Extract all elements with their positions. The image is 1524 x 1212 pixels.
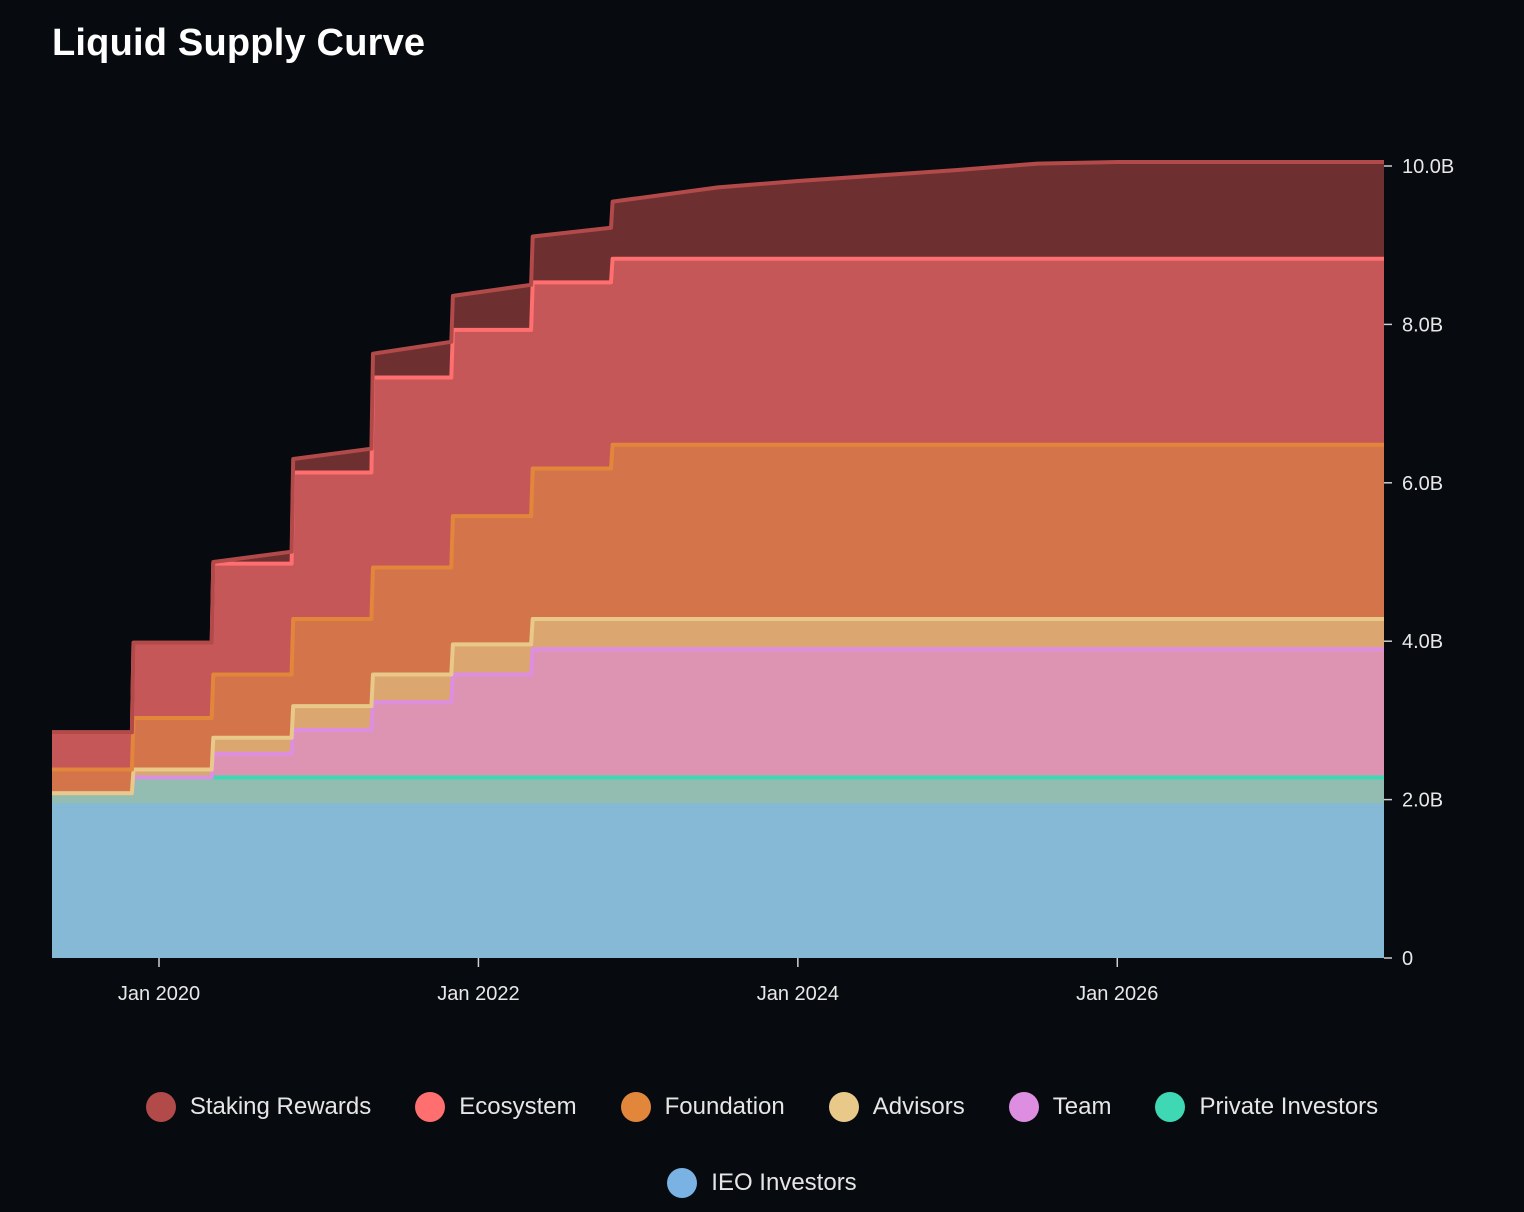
legend-label: IEO Investors — [711, 1169, 857, 1196]
y-tick-label: 6.0B — [1402, 473, 1443, 495]
series-areas — [52, 162, 1384, 958]
x-axis: Jan 2020 Jan 2022 Jan 2024 Jan 2026 — [118, 958, 1158, 1005]
x-tick-label: Jan 2022 — [437, 983, 519, 1005]
line-advisors — [52, 617, 1384, 796]
area-ecosystem — [52, 258, 1384, 770]
x-tick-label: Jan 2020 — [118, 983, 200, 1005]
y-tick-label: 8.0B — [1402, 314, 1443, 336]
legend-swatch-icon — [1008, 1092, 1039, 1122]
legend-item-private-investors[interactable]: Private Investors — [1155, 1084, 1378, 1130]
area-foundation — [52, 444, 1384, 794]
legend-swatch-icon — [1155, 1092, 1186, 1122]
y-tick-label: 10.0B — [1402, 156, 1454, 178]
legend-label: Staking Rewards — [189, 1093, 372, 1120]
legend-item-foundation[interactable]: Foundation — [620, 1084, 785, 1130]
legend-swatch-icon — [145, 1092, 176, 1122]
x-tick-label: Jan 2024 — [757, 983, 839, 1005]
y-tick-label: 4.0B — [1402, 631, 1443, 653]
line-staking-rewards — [52, 160, 1384, 735]
area-staking-rewards — [52, 162, 1384, 733]
legend-swatch-icon — [415, 1092, 446, 1122]
y-tick-label: 2.0B — [1402, 790, 1443, 812]
legend-swatch-icon — [828, 1092, 859, 1122]
legend-row-2: IEO Investors — [0, 1160, 1524, 1206]
line-foundation — [52, 442, 1384, 772]
area-team — [52, 649, 1384, 794]
area-ieo-investors — [52, 805, 1384, 958]
y-tick-label: 0 — [1402, 948, 1413, 970]
legend-label: Advisors — [872, 1093, 965, 1120]
legend-row-1: Staking Rewards Ecosystem Foundation Adviso… — [0, 1084, 1524, 1130]
legend-label: Foundation — [664, 1093, 785, 1120]
legend-label: Ecosystem — [459, 1093, 577, 1120]
legend-swatch-icon — [667, 1168, 698, 1198]
legend-item-team[interactable]: Team — [1008, 1084, 1112, 1130]
series-lines — [52, 160, 1384, 808]
legend-label: Private Investors — [1199, 1093, 1379, 1120]
legend-item-advisors[interactable]: Advisors — [828, 1084, 965, 1130]
legend-swatch-icon — [620, 1092, 651, 1122]
legend-item-ecosystem[interactable]: Ecosystem — [415, 1084, 577, 1130]
area-private-investors — [52, 777, 1384, 806]
legend-item-ieo-investors[interactable]: IEO Investors — [667, 1160, 857, 1206]
legend-label: Team — [1052, 1093, 1112, 1120]
chart-title: Liquid Supply Curve — [52, 22, 426, 64]
y-axis: 0 2.0B 4.0B 6.0B 8.0B 10.0B — [1384, 156, 1454, 970]
x-tick-label: Jan 2026 — [1076, 983, 1158, 1005]
legend-item-staking-rewards[interactable]: Staking Rewards — [145, 1084, 372, 1130]
legend: Staking Rewards Ecosystem Foundation Adviso… — [0, 1084, 1524, 1206]
